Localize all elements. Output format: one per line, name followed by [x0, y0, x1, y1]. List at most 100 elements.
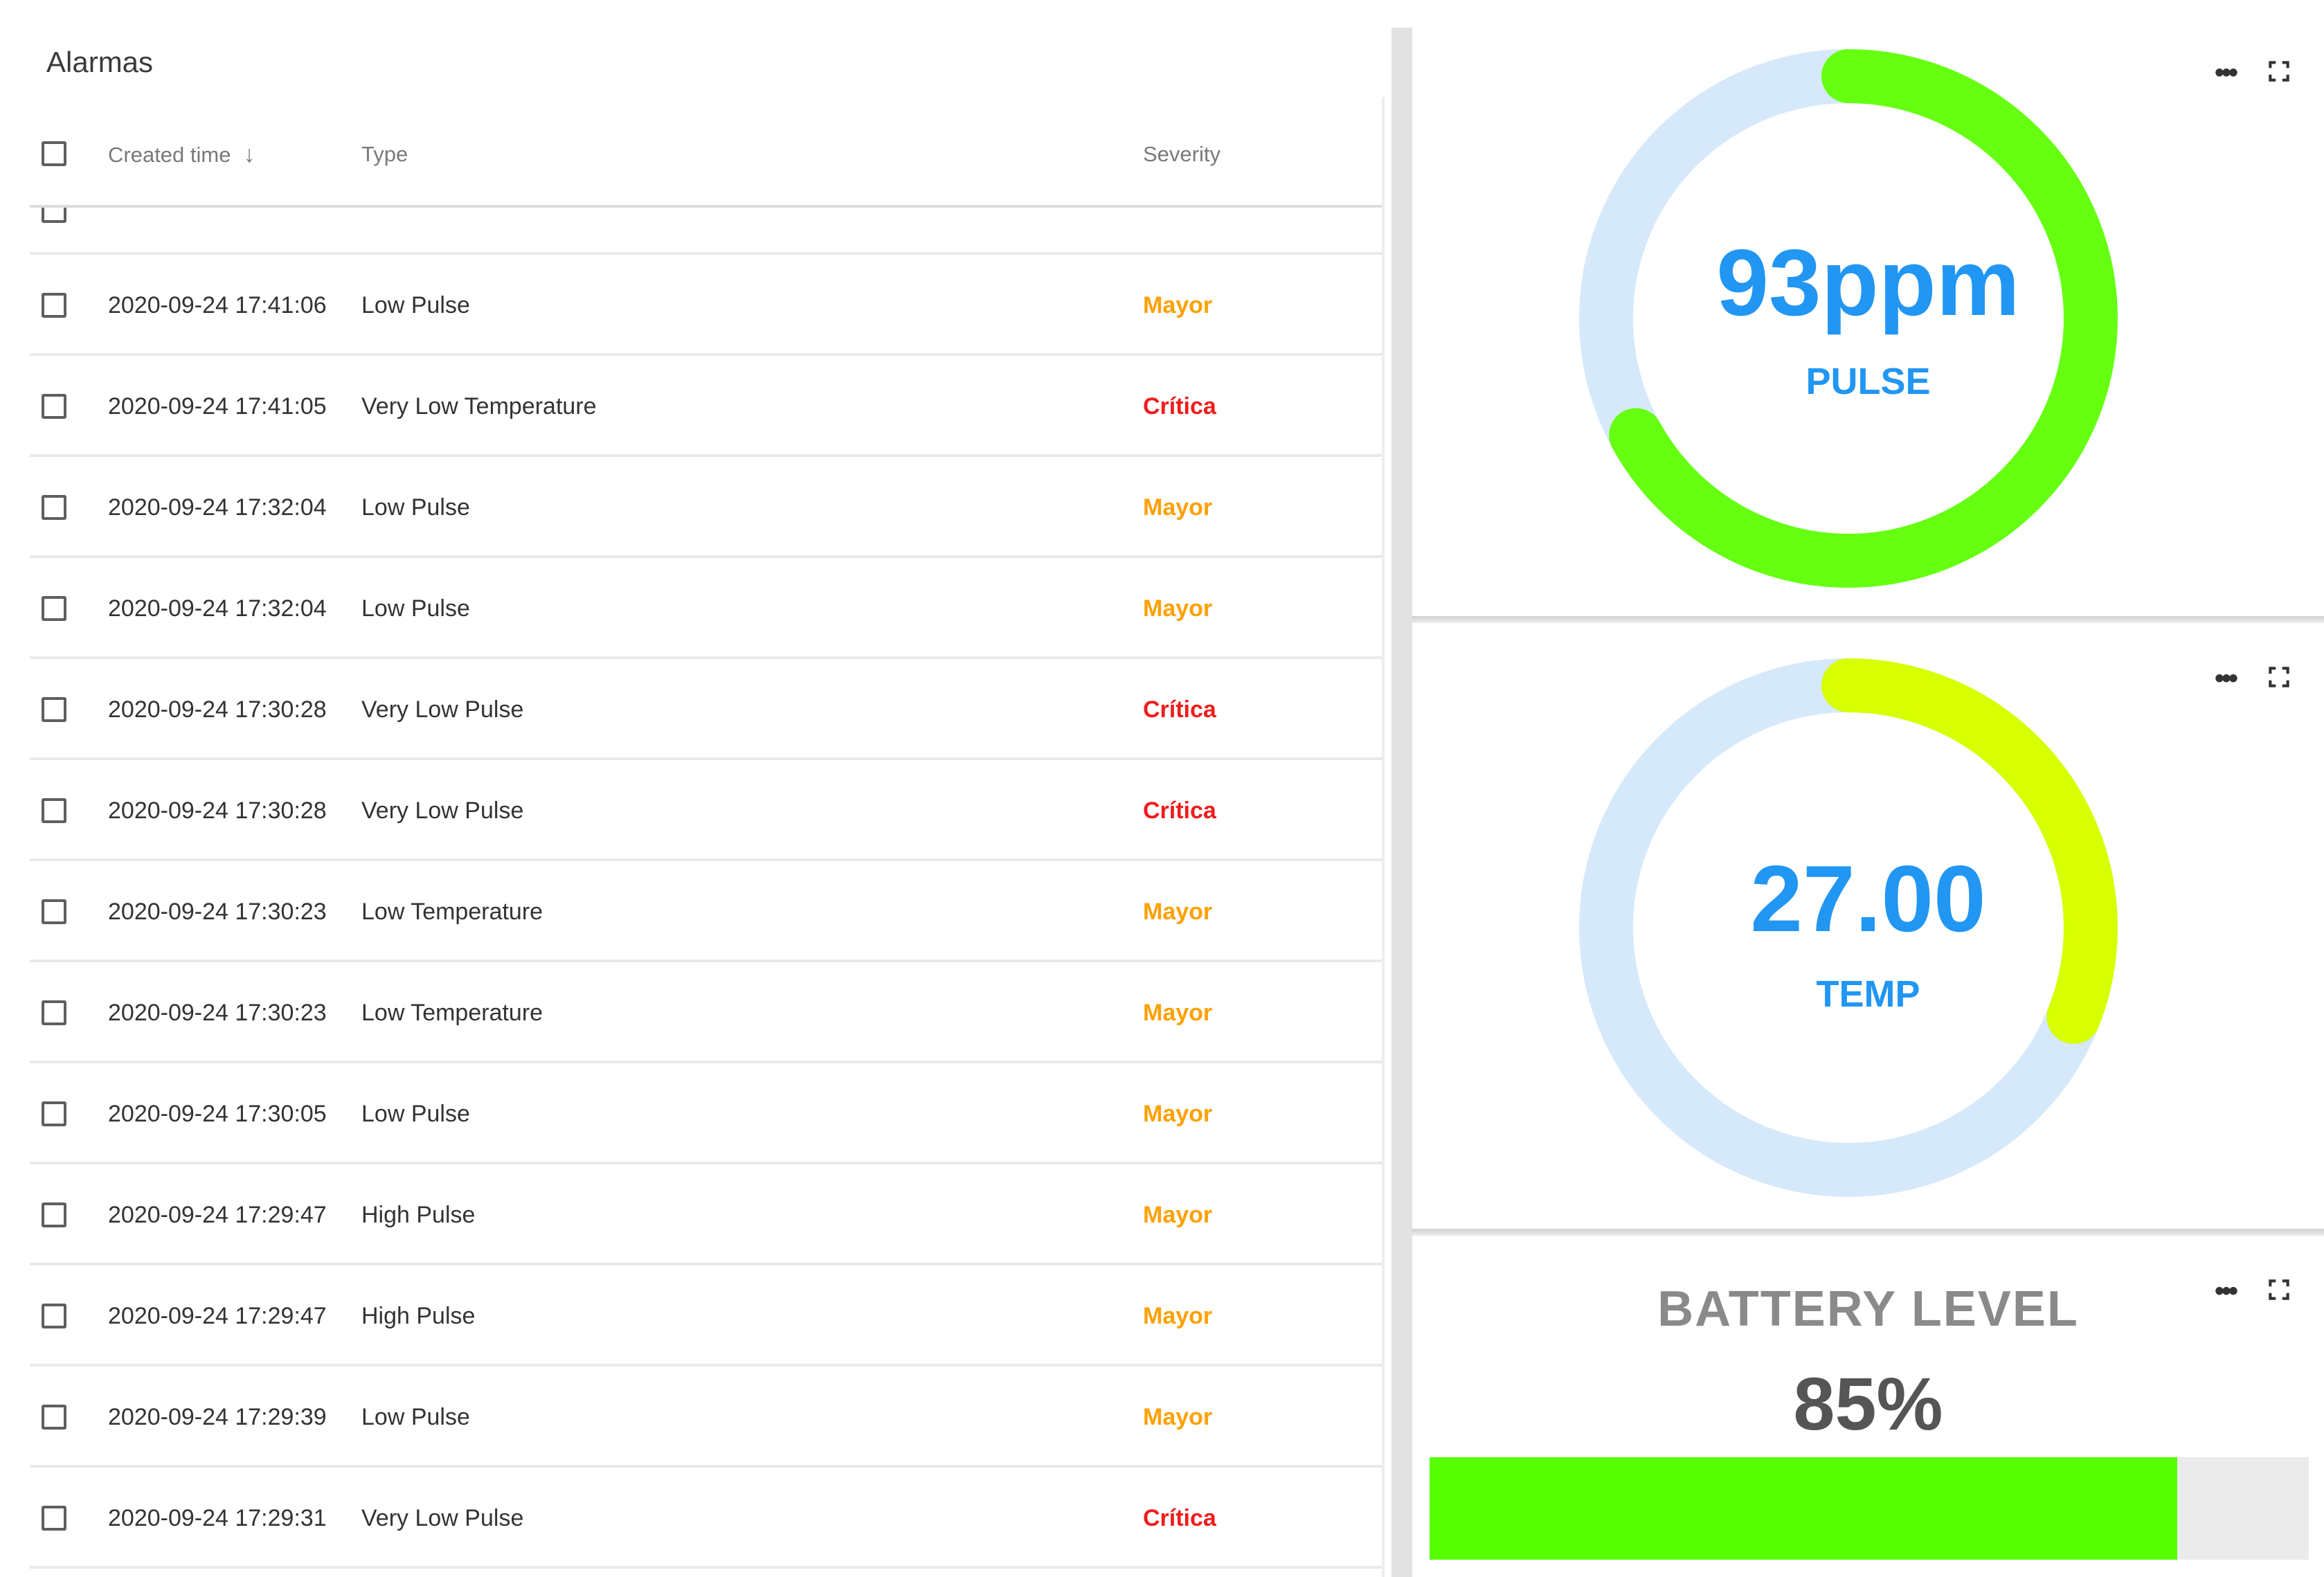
- battery-bar-fill: [1430, 1457, 2177, 1560]
- table-scroll-edge: [1382, 97, 1385, 1577]
- row-checkbox[interactable]: [42, 798, 66, 823]
- table-row[interactable]: 2020-09-24 17:29:47 High Pulse Mayor: [30, 1164, 1382, 1265]
- row-checkbox[interactable]: [42, 899, 66, 924]
- row-checkbox[interactable]: [42, 596, 66, 621]
- row-divider: [30, 757, 1382, 760]
- type-cell: Low Pulse: [361, 1101, 470, 1127]
- created-time-cell: 2020-09-24 17:30:23: [108, 899, 327, 925]
- created-time-cell: 2020-09-24 17:32:04: [108, 595, 327, 622]
- row-checkbox[interactable]: [42, 394, 66, 419]
- severity-cell: Crítica: [1143, 393, 1216, 420]
- battery-widget-actions: •••: [2215, 1276, 2291, 1308]
- fullscreen-icon[interactable]: [2266, 58, 2292, 84]
- row-checkbox[interactable]: [42, 1506, 66, 1531]
- arrow-down-icon: ↓: [243, 141, 255, 168]
- severity-cell: Mayor: [1143, 1101, 1213, 1127]
- table-row[interactable]: 2020-09-24 17:41:06 Low Pulse Mayor: [30, 255, 1382, 356]
- table-row[interactable]: 2020-09-24 17:30:05 Low Pulse Mayor: [30, 1063, 1382, 1164]
- battery-bar: [1430, 1457, 2309, 1560]
- table-row[interactable]: 2020-09-24 17:30:23 Low Temperature Mayor: [30, 962, 1382, 1063]
- fullscreen-icon[interactable]: [2266, 664, 2292, 690]
- type-cell: Low Temperature: [361, 899, 543, 925]
- row-divider: [30, 1465, 1382, 1468]
- created-time-cell: 2020-09-24 17:30:23: [108, 1000, 327, 1026]
- created-time-cell: 2020-09-24 17:29:47: [108, 1202, 327, 1228]
- row-divider: [30, 1566, 1382, 1569]
- fullscreen-icon[interactable]: [2266, 1277, 2292, 1303]
- row-checkbox[interactable]: [42, 697, 66, 722]
- table-row[interactable]: 2020-09-24 17:29:31 Very Low Pulse Crítica: [30, 1468, 1382, 1569]
- row-checkbox[interactable]: [42, 1101, 66, 1126]
- battery-value: 85%: [1793, 1362, 1943, 1445]
- table-row[interactable]: 2020-09-24 17:30:28 Very Low Pulse Crítica: [30, 760, 1382, 861]
- table-row[interactable]: 2020-09-24 17:41:05 Very Low Temperature C…: [30, 356, 1382, 457]
- select-all-checkbox[interactable]: [42, 141, 66, 166]
- widget-shadow: [1412, 616, 2324, 623]
- pulse-value: 93ppm: [1716, 230, 2020, 335]
- row-divider: [30, 656, 1382, 659]
- row-checkbox[interactable]: [42, 293, 66, 318]
- type-cell: High Pulse: [361, 1303, 476, 1329]
- temp-gauge: [1579, 658, 2118, 1197]
- row-divider: [30, 353, 1382, 356]
- alarms-panel: Alarmas Created time ↓ Type Severity 2020…: [30, 46, 1385, 1577]
- row-divider: [30, 1162, 1382, 1164]
- severity-cell: Crítica: [1143, 797, 1216, 824]
- widget-shadow: [1412, 1229, 2324, 1236]
- pulse-label: PULSE: [1805, 361, 1931, 402]
- type-cell: Very Low Pulse: [361, 1505, 524, 1531]
- created-time-cell: 2020-09-24 17:41:05: [108, 393, 327, 420]
- temp-widget-actions: •••: [2215, 663, 2291, 696]
- type-cell: Very Low Pulse: [361, 696, 524, 723]
- type-cell: Low Pulse: [361, 1404, 470, 1430]
- header-divider: [30, 205, 1382, 208]
- row-checkbox[interactable]: [42, 495, 66, 520]
- created-time-cell: 2020-09-24 17:29:47: [108, 1303, 327, 1329]
- table-row[interactable]: 2020-09-24 17:30:28 Very Low Pulse Crítica: [30, 659, 1382, 760]
- type-cell: Very Low Pulse: [361, 797, 524, 824]
- row-checkbox[interactable]: [42, 1000, 66, 1025]
- row-divider: [30, 454, 1382, 457]
- row-divider: [30, 1263, 1382, 1265]
- more-horiz-icon[interactable]: •••: [2215, 663, 2238, 694]
- column-header-severity[interactable]: Severity: [1143, 142, 1220, 166]
- created-time-cell: 2020-09-24 17:30:05: [108, 1101, 327, 1127]
- row-divider: [30, 1364, 1382, 1367]
- table-row[interactable]: 2020-09-24 17:30:23 Low Temperature Mayor: [30, 861, 1382, 962]
- row-divider: [30, 858, 1382, 861]
- type-cell: Low Temperature: [361, 1000, 543, 1026]
- battery-widget: BATTERY LEVEL 85% •••: [1412, 1246, 2324, 1577]
- severity-cell: Mayor: [1143, 292, 1213, 318]
- severity-cell: Crítica: [1143, 1505, 1216, 1531]
- pulse-gauge-arc: [1579, 49, 2118, 588]
- severity-cell: Mayor: [1143, 1000, 1213, 1026]
- table-header: Created time ↓ Type Severity: [30, 104, 1382, 208]
- pulse-gauge: [1579, 49, 2118, 588]
- type-cell: Low Pulse: [361, 292, 470, 318]
- severity-cell: Mayor: [1143, 1404, 1213, 1430]
- severity-cell: Mayor: [1143, 494, 1213, 521]
- severity-cell: Mayor: [1143, 595, 1213, 622]
- column-header-type[interactable]: Type: [361, 142, 408, 166]
- created-time-cell: 2020-09-24 17:32:04: [108, 494, 327, 521]
- temp-widget: 27.00 TEMP •••: [1412, 633, 2324, 1236]
- battery-title: BATTERY LEVEL: [1657, 1281, 2079, 1337]
- panel-title: Alarmas: [46, 46, 154, 78]
- more-horiz-icon[interactable]: •••: [2215, 57, 2238, 88]
- row-checkbox[interactable]: [42, 1405, 66, 1430]
- row-checkbox[interactable]: [42, 1202, 66, 1227]
- table-row[interactable]: 2020-09-24 17:29:47 High Pulse Mayor: [30, 1265, 1382, 1367]
- row-divider: [30, 1061, 1382, 1063]
- table-row[interactable]: 2020-09-24 17:32:04 Low Pulse Mayor: [30, 457, 1382, 558]
- more-horiz-icon[interactable]: •••: [2215, 1276, 2238, 1306]
- pulse-widget-actions: •••: [2215, 57, 2291, 90]
- type-cell: High Pulse: [361, 1202, 476, 1228]
- table-row[interactable]: 2020-09-24 17:32:04 Low Pulse Mayor: [30, 558, 1382, 659]
- column-header-created-time[interactable]: Created time ↓: [108, 104, 255, 208]
- table-row[interactable]: 2020-09-24 17:29:39 Low Pulse Mayor: [30, 1367, 1382, 1468]
- severity-cell: Crítica: [1143, 696, 1216, 723]
- row-checkbox[interactable]: [42, 208, 66, 223]
- type-cell: Low Pulse: [361, 494, 470, 521]
- severity-cell: Mayor: [1143, 899, 1213, 925]
- row-checkbox[interactable]: [42, 1304, 66, 1328]
